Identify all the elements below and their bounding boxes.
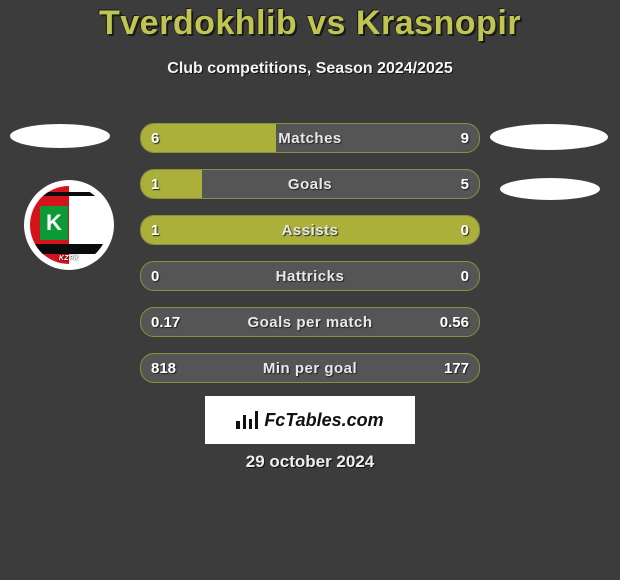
stat-label: Goals per match	[141, 308, 479, 336]
snapshot-date: 29 october 2024	[0, 452, 620, 472]
stat-label: Hattricks	[141, 262, 479, 290]
stat-right-value: 9	[461, 124, 469, 152]
brand-box: FcTables.com	[205, 396, 415, 444]
stat-row: 0Hattricks0	[140, 261, 480, 291]
badge-letter: K	[40, 206, 68, 240]
stat-row: 818Min per goal177	[140, 353, 480, 383]
infographic-stage: K KZPK Tverdokhlib vs Krasnopir Club com…	[0, 0, 620, 580]
stat-right-value: 0.56	[440, 308, 469, 336]
stat-row: 6Matches9	[140, 123, 480, 153]
stat-label: Min per goal	[141, 354, 479, 382]
right-player-ellipse	[490, 124, 608, 150]
stat-label: Goals	[141, 170, 479, 198]
stat-right-value: 0	[461, 216, 469, 244]
page-subtitle: Club competitions, Season 2024/2025	[0, 60, 620, 78]
stat-right-value: 0	[461, 262, 469, 290]
stat-right-value: 177	[444, 354, 469, 382]
badge-script: KZPK	[30, 254, 108, 264]
stat-label: Matches	[141, 124, 479, 152]
left-club-badge: K KZPK	[24, 180, 114, 270]
brand-text: FcTables.com	[264, 411, 383, 429]
stat-label: Assists	[141, 216, 479, 244]
stat-row: 1Assists0	[140, 215, 480, 245]
page-title: Tverdokhlib vs Krasnopir	[0, 4, 620, 43]
stat-row: 1Goals5	[140, 169, 480, 199]
left-player-ellipse	[10, 124, 110, 148]
stat-row: 0.17Goals per match0.56	[140, 307, 480, 337]
stat-right-value: 5	[461, 170, 469, 198]
stat-rows: 6Matches91Goals51Assists00Hattricks00.17…	[140, 123, 480, 399]
bar-chart-icon	[236, 411, 258, 429]
right-player-ellipse-2	[500, 178, 600, 200]
